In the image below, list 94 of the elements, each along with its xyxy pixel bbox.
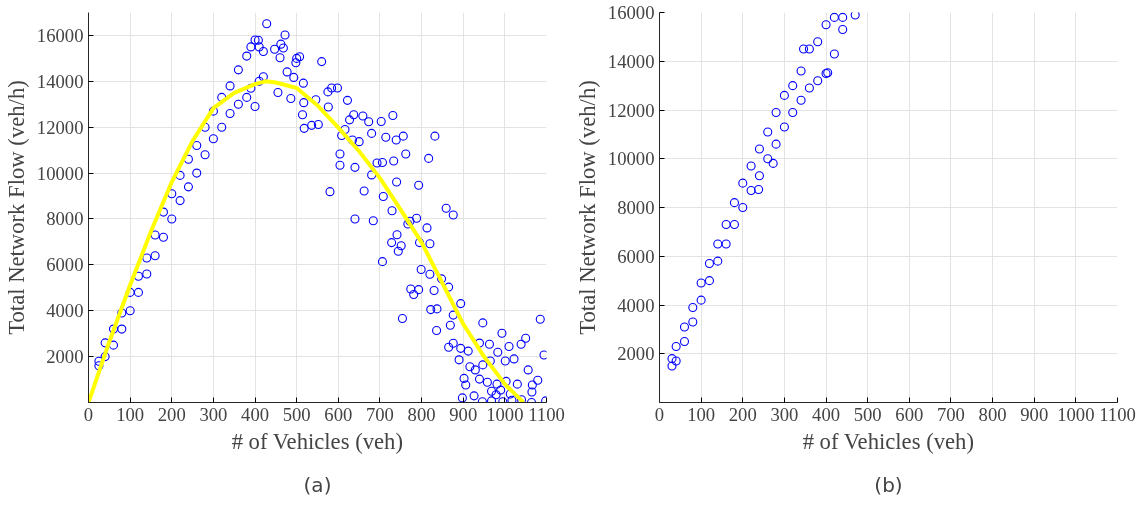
x-tick-label: 800 bbox=[407, 403, 436, 425]
y-tick-label: 4000 bbox=[617, 294, 655, 316]
x-tick-label: 200 bbox=[728, 403, 757, 425]
x-tick-label: 300 bbox=[770, 403, 799, 425]
point bbox=[788, 81, 798, 91]
x-tick-label: 600 bbox=[324, 403, 353, 425]
point bbox=[679, 337, 690, 347]
point bbox=[696, 295, 706, 305]
point bbox=[813, 37, 823, 47]
x-tick-label: 700 bbox=[936, 403, 965, 425]
y-tick-label: 10000 bbox=[36, 162, 84, 184]
x-axis-title: # of Vehicles (veh) bbox=[231, 428, 403, 454]
x-tick-label: 1100 bbox=[1099, 403, 1136, 425]
x-tick-label: 400 bbox=[812, 403, 841, 425]
x-tick-label: 500 bbox=[853, 403, 882, 425]
y-tick-label: 8000 bbox=[617, 197, 655, 218]
point bbox=[679, 322, 690, 332]
point bbox=[704, 259, 715, 269]
y-tick-label: 12000 bbox=[36, 116, 84, 138]
point bbox=[771, 139, 781, 149]
point bbox=[671, 341, 681, 351]
point bbox=[838, 25, 848, 35]
x-tick-label: 800 bbox=[978, 403, 1007, 425]
point bbox=[696, 278, 706, 288]
y-tick-label: 14000 bbox=[36, 70, 84, 92]
y-tick-label: 6000 bbox=[46, 254, 84, 276]
y-tick-label: 2000 bbox=[617, 343, 655, 365]
point bbox=[721, 239, 731, 249]
point bbox=[804, 44, 814, 54]
point bbox=[688, 302, 698, 312]
x-axis-title: # of Vehicles (veh) bbox=[802, 428, 974, 454]
point bbox=[796, 66, 806, 76]
point bbox=[721, 220, 731, 230]
point bbox=[688, 317, 698, 327]
x-tick-label: 500 bbox=[282, 403, 311, 425]
y-tick-label: 2000 bbox=[46, 346, 84, 368]
point bbox=[788, 107, 798, 117]
point bbox=[763, 127, 773, 137]
point bbox=[738, 178, 748, 188]
y-axis-title: Total Network Flow (veh/h) bbox=[574, 80, 600, 335]
y-axis-title: Total Network Flow (veh/h) bbox=[3, 80, 29, 335]
y-tick-label: 16000 bbox=[36, 24, 84, 46]
point bbox=[829, 49, 839, 59]
point bbox=[667, 354, 677, 364]
y-tick-label: 6000 bbox=[617, 245, 655, 267]
point bbox=[671, 356, 681, 366]
point bbox=[729, 220, 739, 230]
x-tick-label: 1100 bbox=[528, 403, 565, 425]
point bbox=[754, 184, 764, 194]
point bbox=[746, 161, 756, 171]
point bbox=[838, 12, 848, 22]
x-tick-label: 300 bbox=[199, 403, 228, 425]
point bbox=[754, 171, 764, 181]
y-tick-label: 14000 bbox=[607, 50, 655, 72]
x-tick-label: 100 bbox=[116, 403, 145, 425]
y-tick-label: 8000 bbox=[46, 208, 84, 230]
point bbox=[779, 122, 789, 132]
point bbox=[779, 90, 789, 100]
point bbox=[754, 144, 764, 154]
x-tick-label: 0 bbox=[654, 403, 665, 425]
x-tick-label: 900 bbox=[1020, 403, 1049, 425]
x-tick-label: 100 bbox=[687, 403, 716, 425]
point bbox=[829, 12, 839, 22]
text: (b) bbox=[874, 472, 903, 497]
point bbox=[799, 44, 809, 54]
x-tick-label: 1000 bbox=[486, 403, 524, 425]
x-tick-label: 1000 bbox=[1057, 403, 1095, 425]
point bbox=[821, 20, 831, 30]
point bbox=[771, 107, 781, 117]
x-tick-label: 0 bbox=[83, 403, 94, 425]
point bbox=[768, 158, 778, 168]
point bbox=[763, 154, 773, 164]
point bbox=[804, 83, 814, 93]
point bbox=[738, 202, 748, 213]
text: (a) bbox=[303, 472, 332, 497]
x-tick-label: 900 bbox=[449, 403, 478, 425]
y-tick-label: 12000 bbox=[607, 99, 655, 121]
point bbox=[813, 76, 823, 86]
point bbox=[729, 198, 739, 208]
point bbox=[850, 12, 860, 20]
x-tick-label: 600 bbox=[895, 403, 924, 425]
point bbox=[667, 361, 677, 371]
y-tick-label: 16000 bbox=[607, 2, 655, 23]
line-series bbox=[88, 79, 526, 403]
x-tick-label: 200 bbox=[157, 403, 186, 425]
point bbox=[746, 185, 756, 195]
x-tick-label: 400 bbox=[241, 403, 270, 425]
y-tick-label: 4000 bbox=[46, 300, 84, 322]
y-tick-label: 10000 bbox=[607, 148, 655, 170]
point bbox=[796, 95, 806, 105]
point bbox=[704, 276, 715, 286]
x-tick-label: 700 bbox=[365, 403, 394, 425]
point bbox=[713, 256, 723, 266]
point bbox=[713, 239, 723, 249]
